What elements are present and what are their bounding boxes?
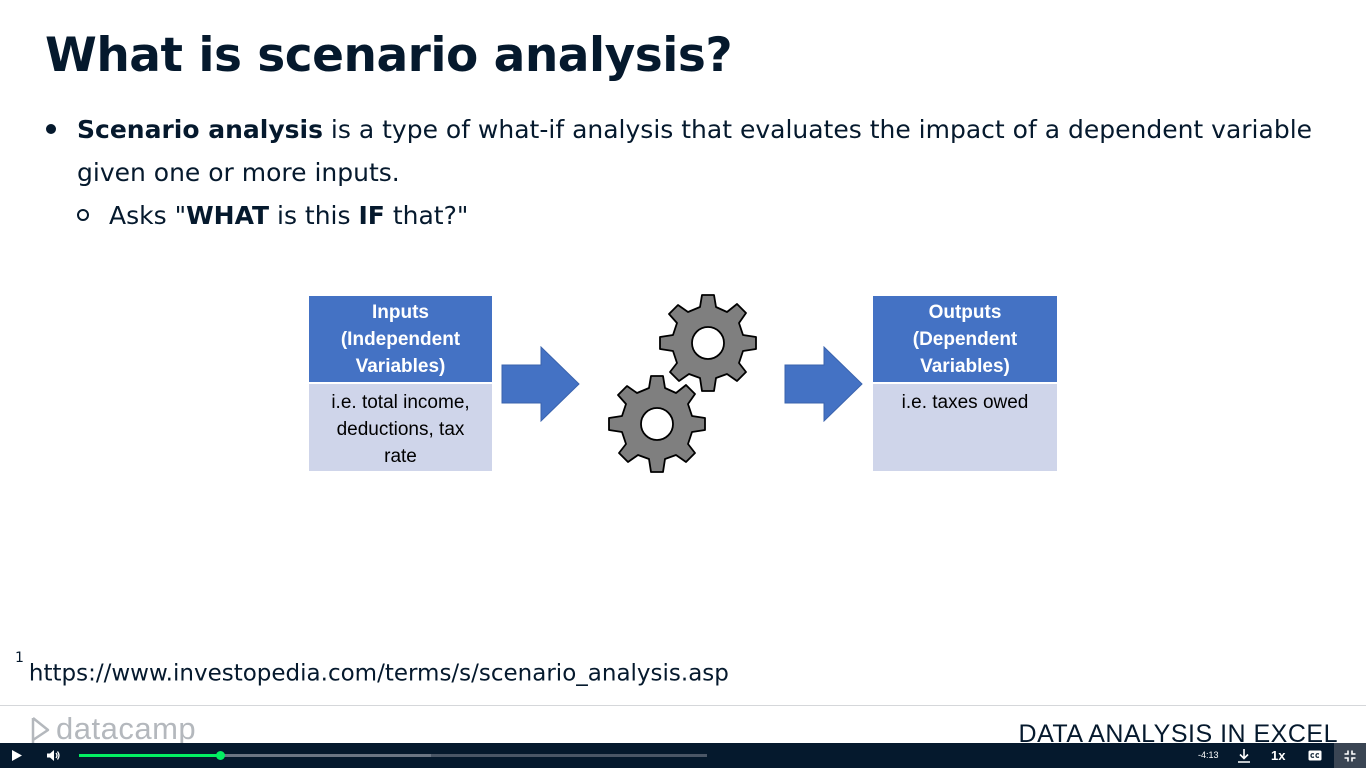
sub-bullet-mid: is this — [269, 201, 359, 230]
bullet-dot — [46, 124, 56, 134]
footnote-url[interactable]: https://www.investopedia.com/terms/s/sce… — [28, 660, 729, 687]
bullet-text: is a type of what-if analysis that evalu… — [77, 115, 1313, 187]
right-arrow-icon — [784, 346, 863, 422]
outputs-header: Outputs (Dependent Variables) — [873, 296, 1057, 382]
datacamp-logo: datacamp — [30, 716, 196, 746]
bullet-list: Scenario analysis is a type of what-if a… — [46, 108, 1326, 237]
sub-bullet-suffix: that?" — [384, 201, 469, 230]
progress-fill — [79, 754, 221, 757]
sub-bullet-if: IF — [358, 201, 385, 230]
inputs-header-text: Inputs (Independent Variables) — [340, 301, 461, 377]
playback-speed-button[interactable]: 1x — [1271, 748, 1286, 763]
play-icon — [12, 750, 22, 761]
gear-small-icon — [608, 375, 706, 473]
time-remaining: -4:13 — [1198, 750, 1219, 760]
footer-divider — [0, 705, 1366, 706]
footnote: 1https://www.investopedia.com/terms/s/sc… — [15, 650, 729, 687]
download-icon — [1238, 749, 1250, 763]
sub-bullet-item: Asks "WHAT is this IF that?" — [77, 194, 1326, 237]
sub-bullet-ring — [77, 209, 89, 221]
play-button[interactable] — [6, 743, 28, 768]
sub-bullet-what: WHAT — [186, 201, 270, 230]
datacamp-logo-icon — [31, 717, 50, 744]
outputs-header-text: Outputs (Dependent Variables) — [912, 301, 1018, 377]
progress-track[interactable] — [79, 751, 707, 760]
slide-title: What is scenario analysis? — [45, 28, 733, 83]
inputs-body-text: i.e. total income, deductions, tax rate — [331, 392, 470, 467]
inputs-header: Inputs (Independent Variables) — [309, 296, 492, 382]
inputs-body: i.e. total income, deductions, tax rate — [309, 384, 492, 471]
bullet-item: Scenario analysis is a type of what-if a… — [46, 108, 1326, 194]
gear-large-icon — [659, 294, 757, 392]
captions-button[interactable] — [1305, 743, 1325, 768]
datacamp-wordmark: datacamp — [56, 716, 197, 746]
right-arrow-icon — [501, 346, 580, 422]
outputs-body: i.e. taxes owed — [873, 384, 1057, 471]
exit-fullscreen-button[interactable] — [1334, 743, 1366, 768]
download-button[interactable] — [1234, 743, 1254, 768]
course-title: DATA ANALYSIS IN EXCEL — [1018, 720, 1338, 743]
exit-fullscreen-icon — [1344, 750, 1356, 761]
sub-bullet-prefix: Asks " — [109, 201, 187, 230]
buffered-bar — [79, 754, 431, 757]
scenario-diagram: Inputs (Independent Variables) i.e. tota… — [308, 294, 1058, 474]
volume-icon — [46, 750, 60, 761]
captions-icon — [1308, 750, 1322, 761]
video-player-bar: -4:13 1x — [0, 743, 1366, 768]
outputs-body-text: i.e. taxes owed — [901, 392, 1029, 413]
volume-button[interactable] — [42, 743, 64, 768]
bullet-term: Scenario analysis — [77, 115, 323, 144]
progress-handle[interactable] — [216, 751, 226, 760]
footnote-marker: 1 — [15, 650, 24, 666]
gears-icon — [608, 294, 757, 473]
